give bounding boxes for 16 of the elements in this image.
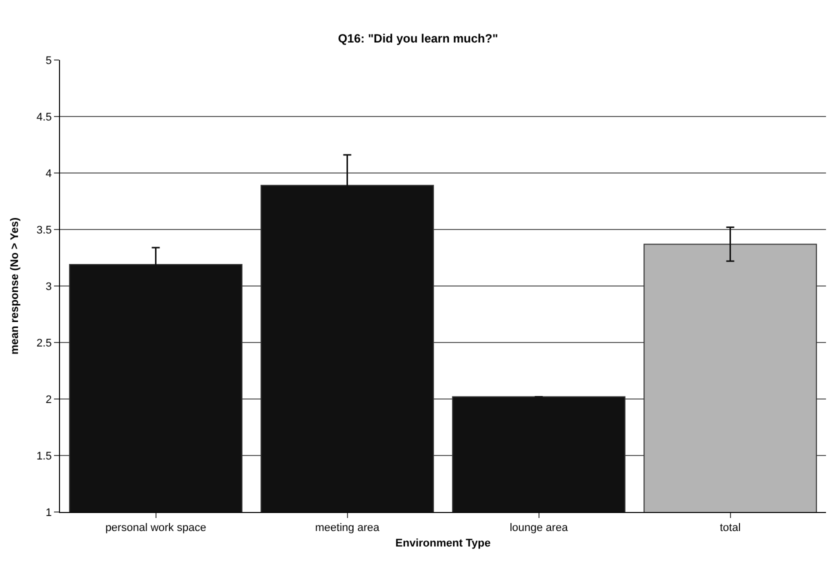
y-axis-title: mean response (No > Yes) (9, 217, 22, 355)
y-tick-label: 3.5 (36, 224, 52, 236)
x-axis-title: Environment Type (395, 537, 491, 550)
x-tick-label: personal work space (105, 522, 206, 534)
y-tick-label: 5 (46, 54, 52, 67)
y-tick-label: 1.5 (36, 450, 52, 462)
y-tick-label: 1 (46, 506, 52, 519)
x-tick-label: meeting area (315, 522, 380, 534)
y-tick-label: 4.5 (36, 111, 52, 124)
chart-title: Q16: "Did you learn much?" (338, 31, 498, 46)
y-tick-label: 2 (46, 394, 52, 406)
x-tick-label: total (720, 522, 741, 534)
y-tick-label: 3 (46, 280, 52, 293)
x-tick-label: lounge area (510, 522, 569, 534)
y-tick-label: 2.5 (36, 337, 52, 350)
y-tick-label: 4 (46, 168, 52, 180)
